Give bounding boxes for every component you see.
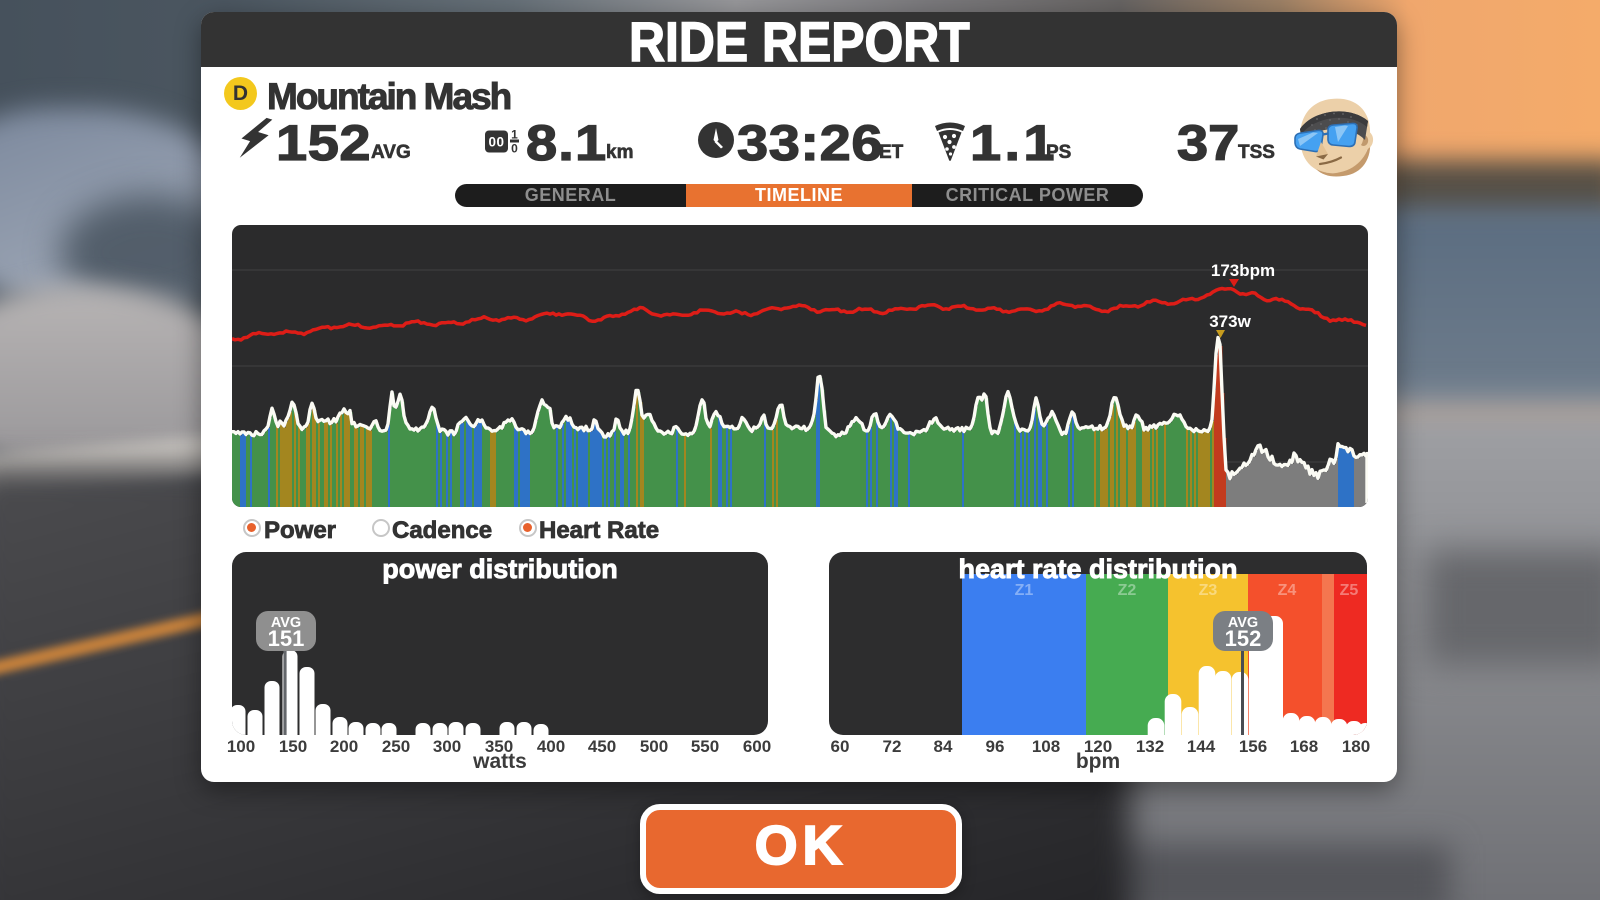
svg-text:108: 108 (1032, 737, 1060, 756)
svg-text:120: 120 (1084, 737, 1112, 756)
svg-text:60: 60 (831, 737, 850, 756)
svg-text:bpm: bpm (1076, 750, 1120, 773)
svg-text:Z3: Z3 (1199, 582, 1218, 599)
svg-text:350: 350 (485, 737, 513, 756)
svg-text:AVG: AVG (1228, 615, 1258, 631)
svg-text:96: 96 (986, 737, 1005, 756)
svg-text:AVG: AVG (271, 615, 301, 631)
svg-text:100: 100 (227, 737, 255, 756)
svg-text:300: 300 (433, 737, 461, 756)
svg-text:power distribution: power distribution (382, 554, 618, 584)
svg-text:180: 180 (1342, 737, 1370, 756)
svg-text:500: 500 (640, 737, 668, 756)
svg-text:173bpm: 173bpm (1211, 261, 1275, 280)
svg-text:1: 1 (511, 129, 518, 142)
svg-text:400: 400 (537, 737, 565, 756)
svg-text:heart rate distribution: heart rate distribution (958, 554, 1237, 584)
svg-text:Z1: Z1 (1015, 582, 1034, 599)
svg-text:0: 0 (511, 142, 518, 155)
svg-text:152: 152 (1225, 626, 1262, 651)
svg-text:72: 72 (883, 737, 902, 756)
svg-text:Z4: Z4 (1278, 582, 1297, 599)
svg-text:168: 168 (1290, 737, 1318, 756)
svg-text:450: 450 (588, 737, 616, 756)
svg-text:00: 00 (488, 135, 504, 150)
svg-text:250: 250 (382, 737, 410, 756)
svg-text:Z2: Z2 (1118, 582, 1137, 599)
svg-text:200: 200 (330, 737, 358, 756)
svg-text:132: 132 (1136, 737, 1164, 756)
svg-text:84: 84 (934, 737, 953, 756)
svg-text:watts: watts (472, 750, 527, 773)
svg-text:373w: 373w (1209, 312, 1251, 331)
svg-text:600: 600 (743, 737, 771, 756)
svg-text:156: 156 (1239, 737, 1267, 756)
svg-text:550: 550 (691, 737, 719, 756)
svg-text:Z5: Z5 (1340, 582, 1359, 599)
svg-text:144: 144 (1187, 737, 1216, 756)
svg-text:151: 151 (268, 626, 305, 651)
svg-text:150: 150 (279, 737, 307, 756)
